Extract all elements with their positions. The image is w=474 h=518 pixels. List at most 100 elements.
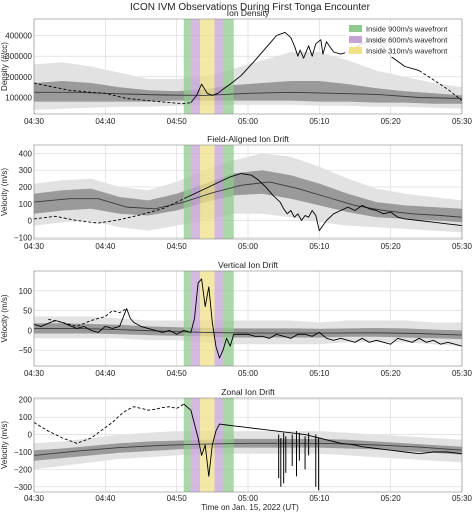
median-line xyxy=(34,181,462,218)
y-tick-label: 200000 xyxy=(5,73,32,82)
wavefront-600-window xyxy=(190,19,201,114)
x-tick-label: 04:40 xyxy=(95,117,116,126)
x-tick-label: 05:30 xyxy=(452,117,473,126)
panel-4: 04:30 04:40 04:50 05:00 05:10 05:20 05:30 −300 −… xyxy=(0,387,473,503)
wavefront-900-window xyxy=(223,19,234,114)
wavefront-600-window xyxy=(214,19,224,114)
x-tick-label: 05:30 xyxy=(452,242,473,251)
x-tick-label: 05:00 xyxy=(238,117,259,126)
figure-title: ICON IVM Observations During First Tonga… xyxy=(130,2,371,13)
y-tick-label: −300 xyxy=(14,483,33,492)
x-tick-label: 05:20 xyxy=(381,242,402,251)
wavefront-600-window xyxy=(214,145,224,239)
x-tick-label: 05:10 xyxy=(309,369,330,378)
inner-distribution-band xyxy=(34,323,462,340)
legend-box xyxy=(345,22,460,57)
observation-dashed-line xyxy=(34,403,185,444)
legend: Inside 900m/s wavefront Inside 600m/s wav… xyxy=(345,22,460,57)
y-tick-label: 100 xyxy=(19,287,33,296)
x-tick-label: 04:30 xyxy=(24,369,45,378)
y-tick-label: 0 xyxy=(28,431,33,440)
panel-1: 04:30 04:40 04:50 05:00 05:10 05:20 05:30 10000… xyxy=(0,8,473,126)
y-tick-label: 50 xyxy=(23,307,32,316)
wavefront-900-window xyxy=(223,398,234,492)
plot-frame xyxy=(33,144,463,240)
wavefront-900-window xyxy=(183,145,191,239)
observation-line xyxy=(187,173,462,232)
y-tick-label: −100 xyxy=(14,448,33,457)
legend-swatch xyxy=(349,47,362,54)
median-line xyxy=(34,442,462,456)
wavefront-310-window xyxy=(200,145,215,239)
wavefront-310-window xyxy=(200,398,215,492)
wavefront-900-window xyxy=(183,19,191,114)
plot-body xyxy=(34,145,462,239)
y-tick-label: −50 xyxy=(18,346,32,355)
x-tick-label: 04:50 xyxy=(167,494,188,503)
wavefront-310-window xyxy=(200,19,215,114)
observation-line xyxy=(183,403,462,477)
panels: 04:30 04:40 04:50 05:00 05:10 05:20 05:3010000… xyxy=(0,8,473,503)
inner-distribution-band xyxy=(34,81,462,104)
y-tick-label: 300000 xyxy=(5,52,32,61)
y-tick-label: 200 xyxy=(19,396,33,405)
y-tick-label: 0 xyxy=(28,217,33,226)
x-axis-label: Time on Jan. 15, 2022 (UT) xyxy=(201,503,299,512)
wavefront-600-window xyxy=(190,271,201,366)
wavefront-900-window xyxy=(223,271,234,366)
x-tick-label: 05:00 xyxy=(238,369,259,378)
inner-distribution-band xyxy=(34,170,462,223)
wavefront-600-window xyxy=(214,398,224,492)
x-tick-label: 05:20 xyxy=(381,494,402,503)
y-tick-label: 100000 xyxy=(5,93,32,102)
observation-line xyxy=(34,278,462,359)
plot-frame xyxy=(33,18,463,115)
y-axis-label: Velocity (m/s) xyxy=(0,168,9,216)
x-tick-label: 05:10 xyxy=(309,494,330,503)
panel-3: 04:30 04:40 04:50 05:00 05:10 05:20 05:30 −50 0 5… xyxy=(0,260,473,378)
x-tick-label: 05:00 xyxy=(238,242,259,251)
plot-body xyxy=(34,271,462,366)
x-tick-label: 05:30 xyxy=(452,494,473,503)
legend-entry: Inside 600m/s wavefront xyxy=(366,36,448,45)
median-line xyxy=(34,327,462,336)
panel-title: Field-Aligned Ion Drift xyxy=(207,134,289,144)
panel-title: Zonal Ion Drift xyxy=(221,387,275,397)
y-tick-label: 200 xyxy=(19,183,33,192)
wavefront-900-window xyxy=(183,271,191,366)
x-tick-label: 05:10 xyxy=(309,117,330,126)
x-tick-label: 04:30 xyxy=(24,117,45,126)
legend-swatch xyxy=(349,25,362,32)
y-tick-label: 100 xyxy=(19,413,33,422)
x-tick-label: 04:40 xyxy=(95,369,116,378)
x-tick-label: 04:50 xyxy=(167,117,188,126)
x-tick-label: 04:50 xyxy=(167,242,188,251)
x-tick-label: 04:50 xyxy=(167,369,188,378)
panel-2: 04:30 04:40 04:50 05:00 05:10 05:20 05:30 −100 0… xyxy=(0,134,473,251)
y-tick-label: 100 xyxy=(19,200,33,209)
legend-entry: Inside 310m/s wavefront xyxy=(366,47,448,56)
legend-entry: Inside 900m/s wavefront xyxy=(366,25,448,34)
y-axis-label: Velocity (m/s) xyxy=(0,421,9,469)
plot-body xyxy=(34,398,462,492)
y-axis-label: Velocity (m/s) xyxy=(0,294,9,342)
x-tick-label: 04:40 xyxy=(95,494,116,503)
x-tick-label: 05:00 xyxy=(238,494,259,503)
plot-frame xyxy=(33,397,463,493)
x-tick-label: 04:30 xyxy=(24,242,45,251)
x-tick-label: 04:40 xyxy=(95,242,116,251)
panel-title: Vertical Ion Drift xyxy=(218,260,279,270)
x-tick-label: 05:20 xyxy=(381,369,402,378)
wavefront-600-window xyxy=(190,145,201,239)
panel-title: Ion Density xyxy=(227,8,270,18)
y-tick-label: −200 xyxy=(14,465,33,474)
y-tick-label: 0 xyxy=(28,326,33,335)
y-tick-label: 400000 xyxy=(5,32,32,41)
legend-swatch xyxy=(349,36,362,43)
y-tick-label: −100 xyxy=(14,233,33,242)
y-tick-label: 400 xyxy=(19,149,33,158)
wavefront-600-window xyxy=(190,398,201,492)
x-tick-label: 04:30 xyxy=(24,494,45,503)
wavefront-900-window xyxy=(223,145,234,239)
